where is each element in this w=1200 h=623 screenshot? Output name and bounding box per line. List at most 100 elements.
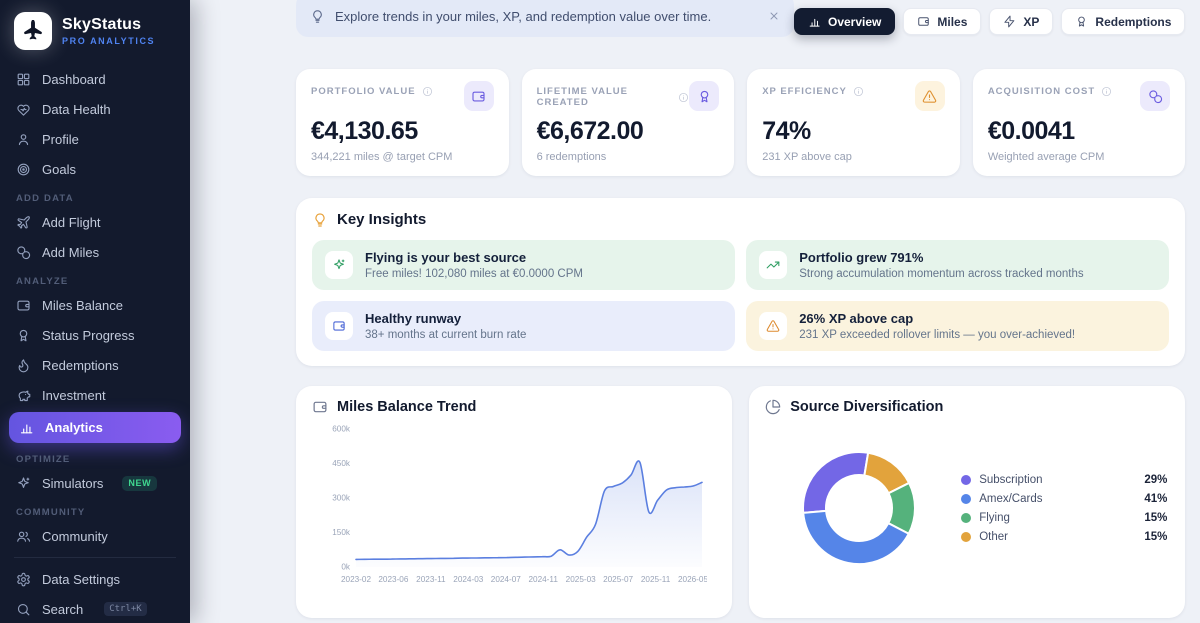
grid-icon bbox=[16, 72, 31, 87]
heart-pulse-icon bbox=[16, 102, 31, 117]
sparkles-icon bbox=[325, 251, 353, 279]
sidebar-item-investment[interactable]: Investment bbox=[0, 380, 190, 410]
svg-text:0k: 0k bbox=[341, 563, 351, 572]
close-icon[interactable] bbox=[768, 10, 780, 22]
info-icon[interactable] bbox=[422, 86, 433, 97]
stat-card-portfolio-value: PORTFOLIO VALUE €4,130.65 344,221 miles … bbox=[296, 69, 509, 176]
warning-icon bbox=[914, 81, 945, 111]
sparkles-icon bbox=[16, 476, 31, 491]
sidebar-item-add-flight[interactable]: Add Flight bbox=[0, 207, 190, 237]
sidebar-item-community[interactable]: Community bbox=[0, 521, 190, 551]
user-icon bbox=[16, 132, 31, 147]
key-insights-section: Key Insights Flying is your best source … bbox=[296, 198, 1186, 366]
donut-slice-amex-cards bbox=[802, 509, 911, 565]
sidebar-item-redemptions[interactable]: Redemptions bbox=[0, 350, 190, 380]
zap-icon bbox=[1003, 15, 1016, 28]
sidebar-item-label: Miles Balance bbox=[42, 297, 123, 313]
bar-chart-icon bbox=[808, 15, 821, 28]
sidebar-item-status-progress[interactable]: Status Progress bbox=[0, 320, 190, 350]
legend-percentage: 41% bbox=[1144, 492, 1168, 505]
stat-value: 74% bbox=[762, 117, 811, 145]
app-logo: SkyStatus PRO ANALYTICS bbox=[0, 0, 190, 60]
sidebar-item-label: Investment bbox=[42, 387, 106, 403]
sidebar-item-analytics[interactable]: Analytics bbox=[9, 412, 181, 443]
sidebar-item-profile[interactable]: Profile bbox=[0, 124, 190, 154]
search-icon bbox=[16, 602, 31, 617]
legend-percentage: 15% bbox=[1144, 511, 1168, 524]
target-icon bbox=[16, 162, 31, 177]
source-diversification-donut bbox=[802, 451, 917, 565]
stat-value: €6,672.00 bbox=[536, 117, 644, 145]
legend-item-other: Other 15% bbox=[961, 531, 1167, 543]
sidebar-section-add-data: ADD DATA bbox=[16, 193, 74, 204]
sidebar-item-label: Community bbox=[42, 528, 108, 544]
svg-text:2025-03: 2025-03 bbox=[566, 575, 596, 584]
info-icon[interactable] bbox=[853, 86, 864, 97]
sidebar-item-label: Profile bbox=[42, 131, 79, 147]
svg-text:2024-07: 2024-07 bbox=[491, 575, 521, 584]
tip-banner-text: Explore trends in your miles, XP, and re… bbox=[335, 8, 712, 24]
tab-miles[interactable]: Miles bbox=[903, 8, 982, 35]
sidebar-item-label: Goals bbox=[42, 161, 76, 177]
wallet-icon bbox=[917, 15, 930, 28]
insight-subtitle: 38+ months at current burn rate bbox=[365, 329, 527, 341]
key-insights-header: Key Insights bbox=[312, 211, 1169, 228]
tab-redemptions[interactable]: Redemptions bbox=[1061, 8, 1186, 35]
sidebar-item-simulators[interactable]: Simulators NEW bbox=[0, 468, 190, 498]
miles-balance-trend-card: Miles Balance Trend 0k 150k 300k 450k 600k 20… bbox=[296, 386, 733, 618]
sidebar-item-data-settings[interactable]: Data Settings bbox=[0, 564, 190, 594]
sidebar-item-label: Status Progress bbox=[42, 327, 135, 343]
stat-label: LIFETIME VALUE CREATED bbox=[536, 86, 628, 108]
tab-overview[interactable]: Overview bbox=[794, 8, 896, 35]
svg-text:600k: 600k bbox=[332, 425, 351, 434]
keyboard-shortcut: Ctrl+K bbox=[104, 602, 147, 616]
stat-cards-row: PORTFOLIO VALUE €4,130.65 344,221 miles … bbox=[296, 69, 1186, 176]
legend-item-amex-cards: Amex/Cards 41% bbox=[961, 493, 1167, 505]
sidebar-item-data-health[interactable]: Data Health bbox=[0, 94, 190, 124]
legend-percentage: 29% bbox=[1144, 473, 1168, 486]
svg-text:150k: 150k bbox=[332, 528, 351, 537]
chart-title: Miles Balance Trend bbox=[337, 399, 477, 415]
legend-percentage: 15% bbox=[1144, 530, 1168, 543]
info-icon[interactable] bbox=[1101, 86, 1112, 97]
legend-dot bbox=[961, 512, 972, 523]
donut-legend: Subscription 29% Amex/Cards 41% Flying 1… bbox=[961, 474, 1169, 543]
sidebar-item-miles-balance[interactable]: Miles Balance bbox=[0, 290, 190, 320]
legend-label: Subscription bbox=[979, 473, 1043, 486]
sidebar-item-add-miles[interactable]: Add Miles bbox=[0, 237, 190, 267]
bar-chart-icon bbox=[19, 420, 34, 435]
lightbulb-icon bbox=[310, 9, 325, 24]
wallet-icon bbox=[325, 312, 353, 340]
sidebar-item-dashboard[interactable]: Dashboard bbox=[0, 64, 190, 94]
insight-title: 26% XP above cap bbox=[799, 311, 914, 326]
pie-chart-icon bbox=[765, 399, 781, 415]
tip-banner: Explore trends in your miles, XP, and re… bbox=[296, 0, 794, 37]
sidebar: SkyStatus PRO ANALYTICS Dashboard Data He… bbox=[0, 0, 190, 623]
insight-title: Healthy runway bbox=[365, 311, 462, 326]
stat-label: ACQUISITION COST bbox=[987, 86, 1096, 97]
stat-value: €4,130.65 bbox=[311, 117, 418, 145]
gear-icon bbox=[16, 572, 31, 587]
donut-slice-subscription bbox=[802, 451, 870, 514]
sidebar-item-search[interactable]: Search Ctrl+K bbox=[0, 594, 190, 623]
sidebar-footer: Data Settings Search Ctrl+K bbox=[0, 551, 190, 623]
svg-text:2025-11: 2025-11 bbox=[641, 575, 671, 584]
insight-flying-is-your-best-source: Flying is your best source Free miles! 1… bbox=[312, 240, 736, 290]
info-icon[interactable] bbox=[678, 92, 689, 103]
insight-title: Flying is your best source bbox=[365, 250, 527, 265]
legend-label: Other bbox=[979, 530, 1008, 543]
tab-label: Redemptions bbox=[1095, 14, 1172, 29]
wallet-icon bbox=[16, 298, 31, 313]
sidebar-item-label: Add Flight bbox=[42, 214, 101, 230]
sidebar-item-label: Simulators bbox=[42, 475, 104, 491]
users-icon bbox=[16, 529, 31, 544]
main-content: Explore trends in your miles, XP, and re… bbox=[190, 0, 1200, 623]
topbar: Explore trends in your miles, XP, and re… bbox=[296, 0, 1186, 37]
award-icon bbox=[689, 81, 720, 111]
sidebar-divider bbox=[14, 557, 176, 558]
svg-text:2023-06: 2023-06 bbox=[378, 575, 408, 584]
sidebar-item-goals[interactable]: Goals bbox=[0, 154, 190, 184]
stat-label: XP EFFICIENCY bbox=[762, 86, 847, 97]
tab-xp[interactable]: XP bbox=[989, 8, 1054, 35]
legend-item-subscription: Subscription 29% bbox=[961, 474, 1167, 486]
